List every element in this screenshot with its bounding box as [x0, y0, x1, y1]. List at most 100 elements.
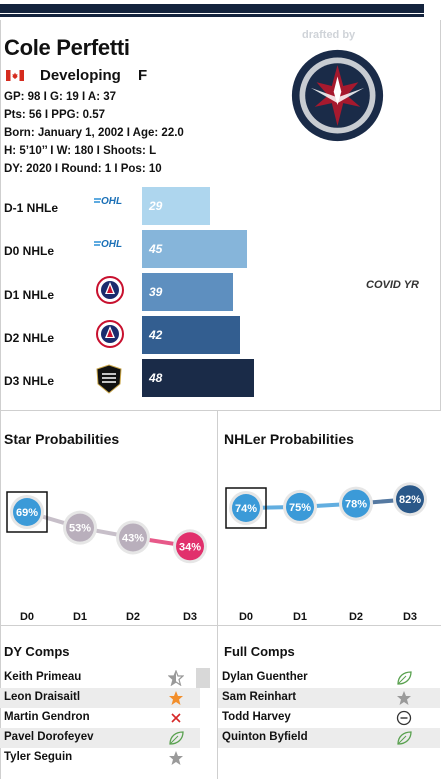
nhle-bar: 42 [142, 316, 240, 354]
data-label: 74% [235, 503, 257, 515]
nhle-bar-value: 39 [149, 285, 163, 299]
nhle-bar: 48 [142, 359, 254, 397]
svg-text:OHL: OHL [101, 196, 122, 207]
comp-player-name: Sam Reinhart [222, 691, 297, 703]
star-prob-chart: 69% D0 53% D1 43% D2 34% D3 [6, 491, 207, 623]
list-item[interactable]: Sam Reinhart [218, 688, 440, 708]
leaf-icon [168, 730, 184, 751]
data-point [232, 494, 260, 522]
leaf-icon [396, 670, 412, 691]
data-point [66, 513, 94, 542]
player-name: Cole Perfetti [4, 35, 130, 60]
svg-text:OHL: OHL [101, 239, 122, 250]
nhle-bar-value: 42 [149, 328, 163, 342]
full-comps-title: Full Comps [224, 644, 295, 659]
player-position: F [138, 67, 148, 84]
ohl-logo-icon: OHL [94, 196, 122, 207]
header-bar-thin [0, 14, 424, 17]
canada-flag-icon [6, 70, 24, 81]
comp-player-name: Dylan Guenther [222, 671, 308, 683]
half-star-icon [167, 669, 185, 691]
data-point [342, 489, 370, 518]
orange-star-icon [168, 690, 184, 711]
list-item[interactable]: Martin Gendron [0, 708, 200, 728]
data-point [13, 498, 41, 526]
comp-player-name: Martin Gendron [4, 711, 90, 723]
current-year-highlight [225, 487, 267, 529]
frame-right [440, 20, 441, 410]
grey-star-icon [396, 690, 412, 711]
star-prob-title: Star Probabilities [4, 431, 120, 447]
list-item[interactable]: Dylan Guenther [218, 668, 440, 688]
nhler-prob-title: NHLer Probabilities [224, 431, 354, 447]
current-year-highlight [6, 491, 48, 533]
list-item[interactable]: Keith Primeau [0, 668, 200, 688]
data-label: 53% [69, 523, 91, 535]
nhl-logo-icon [96, 364, 122, 394]
data-label: 82% [399, 494, 421, 506]
nhle-row-label: D1 NHLe [4, 288, 55, 302]
list-item[interactable]: Tyler Seguin [0, 748, 200, 768]
dy-comps-title: DY Comps [4, 644, 70, 659]
frame-left [0, 20, 1, 779]
red-x-icon [168, 710, 184, 731]
nhle-row-label: D2 NHLe [4, 331, 55, 345]
list-item[interactable]: Todd Harvey [218, 708, 440, 728]
nhle-bar-value: 45 [149, 242, 163, 256]
comp-player-name: Keith Primeau [4, 671, 82, 683]
nhle-bar-value: 48 [149, 371, 163, 385]
header-bar [0, 4, 424, 13]
x-tick-label: D3 [183, 611, 197, 623]
stat-line-3: Born: January 1, 2002 I Age: 22.0 [4, 127, 184, 139]
x-tick-label: D1 [293, 611, 307, 623]
ohl-logo-icon: OHL [94, 239, 122, 250]
data-label: 69% [16, 507, 38, 519]
ahl-logo-icon [96, 320, 124, 348]
data-label: 34% [179, 541, 201, 553]
nhle-row-label: D0 NHLe [4, 244, 55, 258]
covid-year-note: COVID YR [366, 279, 419, 291]
x-tick-label: D2 [126, 611, 140, 623]
nhle-row-label: D-1 NHLe [4, 201, 59, 215]
list-item[interactable]: Leon Draisaitl [0, 688, 200, 708]
x-tick-label: D1 [73, 611, 87, 623]
stat-line-1: GP: 98 I G: 19 I A: 37 [4, 91, 117, 103]
list-item[interactable]: Quinton Byfield [218, 728, 440, 748]
data-point [396, 485, 424, 514]
comp-player-name: Leon Draisaitl [4, 691, 81, 703]
data-label: 43% [122, 532, 144, 544]
nhle-row-label: D3 NHLe [4, 374, 55, 388]
nhle-bar-value: 29 [149, 199, 163, 213]
stat-line-2: Pts: 56 I PPG: 0.57 [4, 109, 105, 121]
player-status: Developing [40, 67, 121, 84]
comp-player-name: Pavel Dorofeyev [4, 731, 94, 743]
stat-line-4: H: 5’10’’ I W: 180 I Shoots: L [4, 145, 157, 157]
nhle-bar: 29 [142, 187, 210, 225]
x-tick-label: D2 [349, 611, 363, 623]
stat-line-5: DY: 2020 I Round: 1 I Pos: 10 [4, 163, 162, 175]
leaf-icon [396, 730, 412, 751]
comp-player-name: Todd Harvey [222, 711, 291, 723]
nhle-bar: 39 [142, 273, 233, 311]
scrollbar-thumb[interactable] [196, 668, 210, 688]
data-point [119, 523, 147, 552]
winnipeg-jets-logo [291, 49, 384, 142]
x-tick-label: D3 [403, 611, 417, 623]
data-point [176, 532, 204, 561]
nhle-bar: 45 [142, 230, 247, 268]
ahl-logo-icon [96, 276, 124, 304]
data-label: 75% [289, 502, 311, 514]
x-tick-label: D0 [239, 611, 253, 623]
data-label: 78% [345, 499, 367, 511]
divider-mid [217, 410, 218, 779]
drafted-by-label: drafted by [302, 29, 356, 41]
list-item[interactable]: Pavel Dorofeyev [0, 728, 200, 748]
x-tick-label: D0 [20, 611, 34, 623]
nhler-prob-chart: 74% D0 75% D1 78% D2 82% D3 [225, 482, 427, 623]
comp-player-name: Tyler Seguin [4, 751, 73, 763]
divider-top [0, 410, 441, 411]
divider-comps [0, 625, 441, 626]
comp-player-name: Quinton Byfield [222, 731, 308, 743]
data-point [286, 492, 314, 521]
minus-circle-icon [396, 710, 412, 731]
